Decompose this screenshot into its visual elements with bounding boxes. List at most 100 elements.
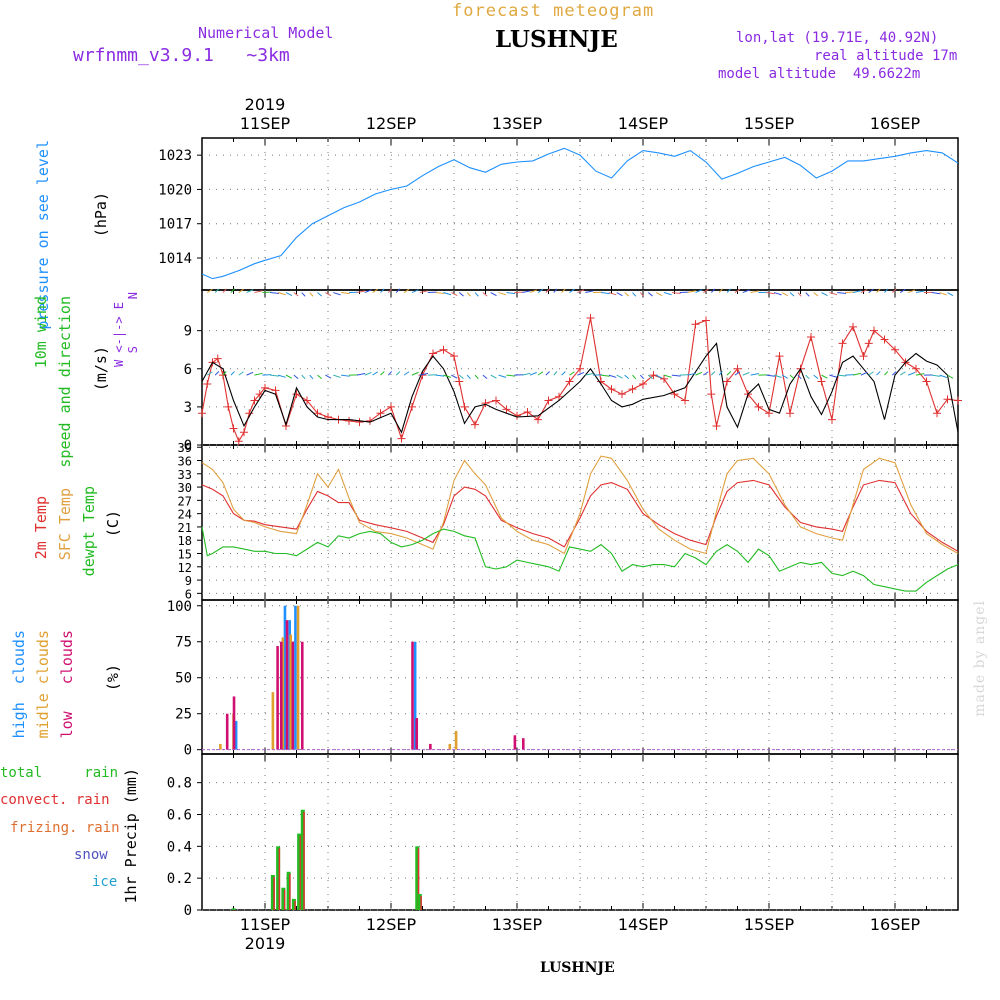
wind-speed-point (576, 364, 584, 373)
wind-direction-arrow (380, 288, 385, 293)
rain-legend-snow: snow (74, 847, 108, 863)
wind-speed-point (849, 322, 857, 331)
wind-direction-arrow (561, 288, 566, 293)
series-line-pressure-on-see-level (201, 147, 959, 280)
ytick-label-precipitation: 0 (184, 903, 192, 919)
wind-direction-arrow (317, 374, 322, 380)
wind-speed-point (723, 377, 731, 386)
wind-direction-arrow (742, 372, 750, 376)
wind-direction-arrow (466, 292, 471, 297)
temp-label-sfc: SFC Temp (56, 488, 74, 561)
credit-label: made by angel (972, 600, 988, 717)
bar-total-rain (417, 894, 422, 910)
wind-direction-arrow (529, 371, 537, 376)
wind-direction-arrow (246, 371, 254, 376)
wind-direction-arrow (632, 292, 637, 297)
wind-direction-arrow (655, 374, 663, 379)
wind-direction-arrow (632, 374, 637, 380)
wind-direction-arrow (640, 292, 645, 297)
cloud-label-low: low clouds (58, 630, 76, 739)
wind-direction-arrow (301, 374, 306, 380)
lonlat-label: lon,lat (19.71E, 40.92N) (736, 30, 939, 46)
series-line-dewpt-temp (201, 526, 959, 592)
wind-speed-point (702, 316, 710, 325)
wind-direction-arrow (206, 288, 213, 293)
numerical-model-label: Numerical Model (198, 24, 334, 42)
ytick-label-pressure: 1023 (158, 148, 192, 164)
wind-direction-arrow (710, 288, 716, 293)
wind-direction-arrow (939, 374, 947, 379)
wind-direction-arrow (640, 374, 645, 380)
bar-low-clouds (411, 641, 414, 750)
ytick-label-temperature: 18 (178, 534, 192, 548)
bar-total-rain (286, 871, 291, 910)
day-label-bottom-11SEP: 11SEP (240, 915, 291, 934)
wind-compass-we: W <-|-> E (112, 302, 126, 368)
bar-convect-rain (278, 848, 281, 910)
wind-direction-arrow (293, 374, 299, 380)
wind-direction-arrow (490, 374, 497, 379)
ytick-label-precipitation: 0.4 (167, 839, 192, 855)
axes-layer (197, 137, 959, 911)
wind-direction-arrow (876, 288, 881, 293)
wind-direction-arrow (734, 371, 741, 376)
wind-speed-point (397, 434, 406, 443)
wind-direction-arrow (766, 374, 776, 377)
ytick-label-wind: 0 (184, 438, 192, 454)
wind-unit: (m/s) (92, 346, 110, 392)
wind-direction-arrow (608, 374, 617, 378)
wind-direction-arrow (230, 288, 235, 293)
bar-convect-rain (417, 848, 420, 910)
wind-speed-point (460, 402, 469, 411)
wind-direction-arrow (411, 371, 419, 376)
wind-direction-arrow (301, 292, 306, 297)
wind-speed-point (707, 390, 716, 399)
wind-speed-point (870, 326, 878, 335)
wind-direction-arrow (577, 371, 585, 376)
bar-low-clouds (285, 620, 289, 750)
wind-speed-point (586, 313, 595, 322)
wind-direction-arrow (616, 292, 623, 297)
wind-direction-arrow (309, 374, 314, 380)
wind-direction-arrow (214, 288, 220, 293)
ytick-label-temperature: 39 (178, 441, 192, 455)
series-line-speed (201, 317, 959, 443)
wind-direction-arrow (325, 374, 332, 379)
wind-direction-arrow (852, 290, 862, 294)
series-line-2m-temp (201, 479, 959, 552)
wind-direction-arrow (931, 374, 941, 377)
wind-speed-point (387, 402, 395, 411)
wind-direction-arrow (789, 374, 795, 380)
wind-speed-point (534, 415, 542, 424)
bar-low-clouds (522, 738, 525, 750)
ytick-label-clouds: 75 (175, 635, 192, 651)
wind-speed-point (933, 409, 941, 418)
wind-speed-point (754, 402, 763, 411)
wind-direction-arrow (797, 374, 802, 380)
wind-speed-point (954, 396, 962, 405)
rain-unit: 1hr Precip (mm) (122, 768, 140, 904)
wind-direction-arrow (372, 371, 378, 376)
wind-direction-arrow (561, 371, 566, 376)
wind-speed-point (639, 380, 647, 389)
wind-direction-arrow (860, 371, 868, 376)
wind-direction-arrow (254, 372, 263, 376)
wind-direction-arrow (671, 292, 681, 295)
wind-speed-point (376, 409, 385, 418)
bar-convect-rain (273, 876, 275, 910)
wind-speed-point (313, 409, 322, 418)
wind-direction-arrow (506, 374, 516, 377)
bar-total-rain (291, 898, 296, 910)
wind-direction-arrow (947, 374, 954, 379)
wind-direction-arrow (868, 288, 874, 293)
day-label-top-15SEP: 15SEP (744, 114, 795, 133)
wind-direction-arrow (506, 292, 516, 295)
wind-direction-arrow (600, 292, 610, 295)
wind-direction-arrow (553, 371, 558, 376)
wind-label-1: 10m wind (32, 296, 50, 369)
wind-speed-point (292, 390, 301, 399)
wind-direction-arrow (222, 371, 227, 376)
wind-speed-point (864, 339, 873, 348)
wind-direction-arrow (695, 371, 703, 376)
